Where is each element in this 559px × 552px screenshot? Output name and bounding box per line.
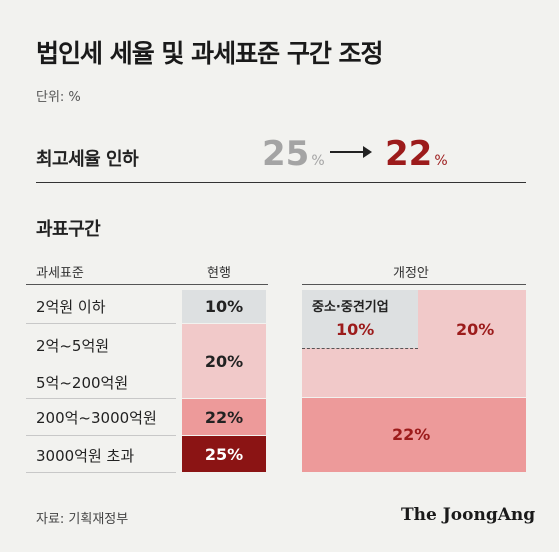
current-rate-cell: 20% — [182, 324, 266, 398]
old-rate-value: 25 — [262, 134, 310, 174]
sme-dashed-line — [302, 348, 418, 349]
divider — [36, 182, 526, 183]
row-separator — [26, 323, 176, 324]
header-current: 현행 — [207, 266, 231, 281]
mid-rate: 20% — [456, 320, 495, 339]
section-title: 과표구간 — [36, 219, 101, 240]
source-note: 자료: 기획재정부 — [36, 512, 129, 527]
unit-label: 단위: % — [36, 90, 81, 105]
brand-logo: The JoongAng — [401, 505, 536, 525]
current-rate-cell: 25% — [182, 436, 266, 472]
bracket-row: 3000억원 초과 — [36, 447, 135, 465]
new-rate-pct: % — [434, 153, 448, 169]
proposed-sme-block — [302, 290, 418, 348]
top-rate: 22% — [392, 425, 431, 444]
chart-title: 법인세 세율 및 과세표준 구간 조정 — [36, 39, 384, 68]
highlight-label: 최고세율 인하 — [36, 149, 139, 170]
header-bracket: 과세표준 — [36, 266, 84, 281]
row-separator — [26, 435, 176, 436]
old-top-rate: 25% — [262, 134, 325, 174]
bracket-row: 200억~3000억원 — [36, 409, 157, 427]
new-rate-value: 22 — [385, 134, 433, 174]
current-rate-cell: 10% — [182, 290, 266, 323]
proposed-top-block — [302, 398, 526, 472]
current-rate-cell: 22% — [182, 399, 266, 435]
row-separator — [26, 472, 176, 473]
new-top-rate: 22% — [385, 134, 448, 174]
bracket-row: 2억원 이하 — [36, 298, 106, 316]
bracket-row: 5억~200억원 — [36, 374, 129, 392]
old-rate-pct: % — [311, 153, 325, 169]
sme-label: 중소·중견기업 — [312, 300, 389, 315]
header-rule-left — [26, 284, 268, 285]
bracket-row: 2억~5억원 — [36, 337, 110, 355]
arrow-right-icon — [330, 146, 372, 158]
header-proposed: 개정안 — [393, 266, 429, 281]
sme-rate: 10% — [336, 320, 375, 339]
row-separator — [26, 398, 176, 399]
header-rule-right — [302, 284, 526, 285]
